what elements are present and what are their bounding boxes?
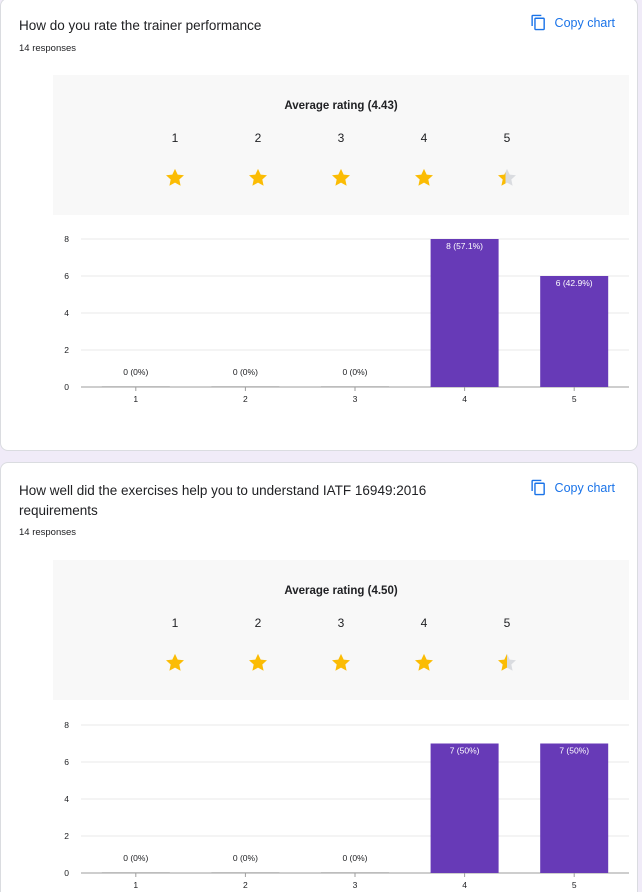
x-tick-label: 5: [572, 394, 577, 404]
x-tick-label: 5: [572, 880, 577, 890]
y-tick-label: 0: [64, 382, 69, 392]
star-3: 3: [326, 616, 356, 674]
question-card-1: How do you rate the trainer performance …: [0, 0, 638, 451]
star-number-label: 4: [420, 616, 428, 630]
star-2: 2: [243, 131, 273, 189]
x-tick-label: 1: [133, 394, 138, 404]
bar: [430, 239, 499, 387]
bar-data-label: 7 (50%): [450, 746, 480, 756]
star-icon: [498, 168, 516, 186]
copy-chart-button[interactable]: Copy chart: [530, 14, 615, 31]
bar-data-label: 6 (42.9%): [556, 278, 593, 288]
bar-data-label: 0 (0%): [123, 853, 148, 863]
bar-baseline: [101, 872, 170, 873]
x-tick-label: 4: [462, 394, 467, 404]
bar-chart: 0 2 4 6 8 0 (0%) 1 0 (0%) 2 0 (0%) 3 8 (57.1%) 4 6 (4…: [1, 229, 637, 429]
response-count: 14 responses: [19, 43, 77, 54]
star-number-label: 1: [171, 616, 179, 630]
bar-baseline: [211, 872, 280, 873]
x-tick-label: 2: [243, 394, 248, 404]
y-tick-label: 2: [64, 345, 69, 355]
star-4: 4: [409, 131, 439, 189]
y-tick-label: 2: [64, 831, 69, 841]
star-5: 5: [492, 131, 522, 189]
x-tick-label: 2: [243, 880, 248, 890]
star-number-label: 5: [503, 131, 511, 145]
response-count: 14 responses: [19, 527, 77, 538]
bar: [540, 743, 609, 873]
copy-icon: [530, 14, 545, 31]
average-rating: Average rating (4.43): [284, 100, 398, 112]
bar-chart-svg: 0 2 4 6 8 0 (0%) 1 0 (0%) 2 0 (0%) 3 8 (57.1%) 4 6 (4…: [64, 234, 629, 404]
bar-data-label: 0 (0%): [342, 367, 367, 377]
bar-data-label: 8 (57.1%): [446, 241, 483, 251]
bar-chart: 0 2 4 6 8 0 (0%) 1 0 (0%) 2 0 (0%) 3 7 (50%) 4 7 (50%…: [1, 715, 637, 892]
star-number-label: 2: [254, 616, 262, 630]
star-number-label: 4: [420, 131, 428, 145]
x-tick-label: 3: [353, 394, 358, 404]
question-title: How do you rate the trainer performance: [19, 18, 262, 33]
star-icon: [498, 653, 516, 671]
average-rating: Average rating (4.50): [284, 585, 398, 597]
bar: [430, 743, 499, 873]
star-number-label: 2: [254, 131, 262, 145]
question-title: How well did the exercises help you to u…: [19, 483, 427, 518]
star-icon: [249, 168, 267, 186]
bar-data-label: 0 (0%): [233, 367, 258, 377]
star-icon: [166, 653, 184, 671]
bar-data-label: 0 (0%): [342, 853, 367, 863]
y-tick-label: 8: [64, 720, 69, 730]
star-1: 1: [160, 131, 190, 189]
star-4: 4: [409, 616, 439, 674]
bar: [540, 276, 609, 387]
star-number-label: 5: [503, 616, 511, 630]
y-tick-label: 0: [64, 868, 69, 878]
x-tick-label: 3: [353, 880, 358, 890]
star-5: 5: [492, 616, 522, 674]
bar-baseline: [101, 386, 170, 387]
x-tick-label: 1: [133, 880, 138, 890]
star-3: 3: [326, 131, 356, 189]
star-icon: [415, 168, 433, 186]
bar-baseline: [321, 872, 389, 873]
rating-panel: Average rating (4.43) 1 2 3 4 5: [53, 75, 629, 215]
bar-data-label: 0 (0%): [123, 367, 148, 377]
star-2: 2: [243, 616, 273, 674]
question-card-2: How well did the exercises help you to u…: [0, 462, 638, 892]
star-1: 1: [160, 616, 190, 674]
star-number-label: 3: [337, 616, 345, 630]
bar-data-label: 7 (50%): [559, 746, 589, 756]
star-icon: [415, 653, 433, 671]
y-tick-label: 4: [64, 794, 69, 804]
star-icon: [166, 168, 184, 186]
bar-chart-svg: 0 2 4 6 8 0 (0%) 1 0 (0%) 2 0 (0%) 3 7 (50%) 4 7 (50%…: [64, 720, 629, 890]
star-icon: [249, 653, 267, 671]
bar-data-label: 0 (0%): [233, 853, 258, 863]
rating-panel: Average rating (4.50) 1 2 3 4 5: [53, 560, 629, 700]
bar-baseline: [321, 386, 389, 387]
copy-chart-label: Copy chart: [554, 480, 615, 495]
star-number-label: 3: [337, 131, 345, 145]
y-tick-label: 4: [64, 308, 69, 318]
star-icon: [332, 653, 350, 671]
y-tick-label: 6: [64, 271, 69, 281]
copy-chart-label: Copy chart: [554, 15, 615, 30]
bar-baseline: [211, 386, 280, 387]
y-tick-label: 6: [64, 757, 69, 767]
star-icon: [332, 168, 350, 186]
star-number-label: 1: [171, 131, 179, 145]
y-tick-label: 8: [64, 234, 69, 244]
x-tick-label: 4: [462, 880, 467, 890]
copy-icon: [530, 479, 545, 496]
copy-chart-button[interactable]: Copy chart: [530, 479, 615, 496]
